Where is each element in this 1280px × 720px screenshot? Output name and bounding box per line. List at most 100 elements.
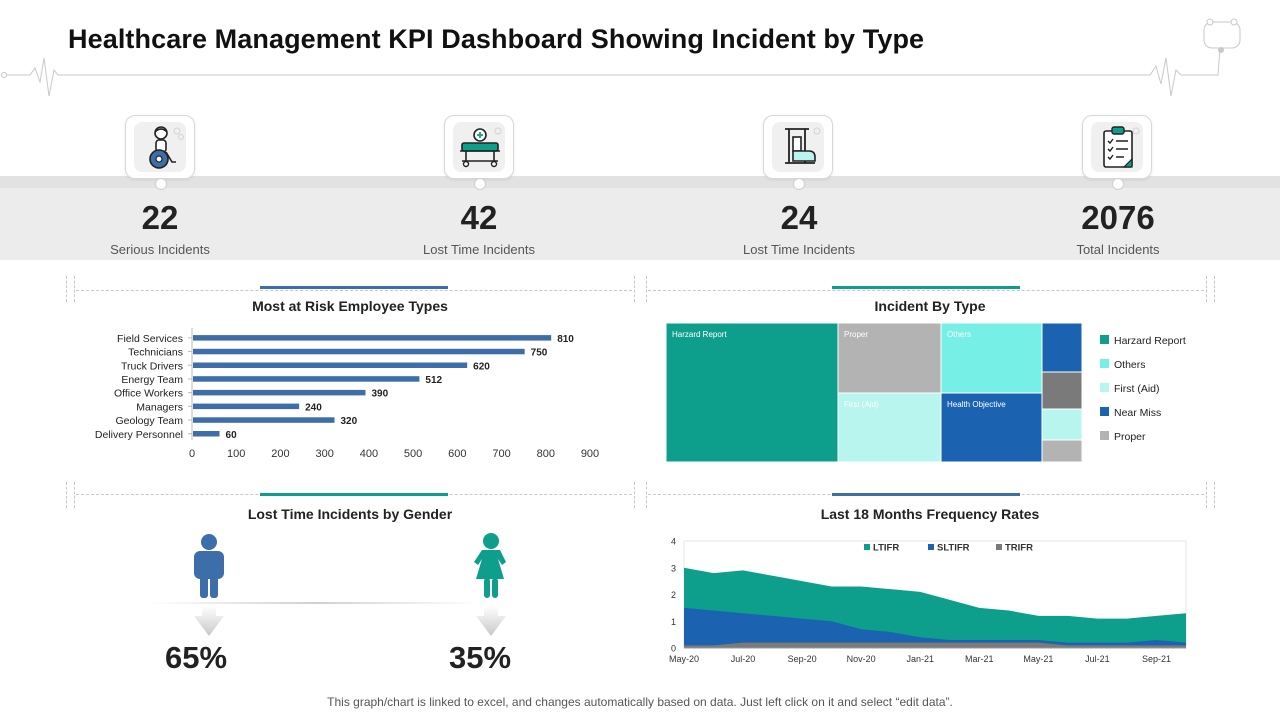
kpi-label-lost-time-2: Lost Time Incidents: [743, 242, 855, 257]
gender-baseline: [150, 602, 480, 604]
panel-divider: [66, 482, 67, 508]
female-percentage: 35%: [449, 640, 512, 675]
area-x-tick-label: Jan-21: [906, 654, 934, 664]
bar-value-label: 390: [371, 389, 388, 400]
treemap-legend-swatch: [1100, 335, 1109, 344]
bar: [193, 417, 335, 423]
kpi-connector-dot: [793, 178, 805, 190]
treemap-legend-label: Others: [1114, 359, 1146, 371]
area-series-trifr: [684, 642, 1186, 648]
panel-divider: [1214, 482, 1215, 508]
treemap-tile: [837, 392, 942, 463]
treemap-legend-swatch: [1100, 431, 1109, 440]
panel-accent-bar: [832, 286, 1020, 289]
panel-divider: [1206, 482, 1207, 508]
treemap-legend-label: Proper: [1114, 431, 1146, 443]
gender-chart-title: Lost Time Incidents by Gender: [247, 506, 453, 522]
area-y-tick-label: 3: [671, 563, 676, 573]
bar: [193, 403, 300, 410]
heartbeat-decoration: [1, 18, 1241, 97]
kpi-icon-card-1: [125, 115, 195, 179]
panel-divider: [646, 482, 647, 508]
kpi-value-lost-time-2: 24: [780, 199, 818, 236]
bar-x-tick-label: 400: [360, 448, 378, 460]
kpi-label-lost-time-1: Lost Time Incidents: [423, 242, 535, 257]
bar-x-tick-label: 0: [189, 448, 195, 460]
bar-value-label: 512: [425, 375, 442, 386]
kpi-icon-card-4: [1082, 115, 1152, 179]
area-x-tick-label: Jul-20: [731, 654, 756, 664]
bar-x-tick-label: 500: [404, 448, 422, 460]
treemap-tile: [940, 323, 1043, 394]
kpi-value-serious: 22: [141, 199, 179, 236]
panel-divider: [76, 290, 632, 291]
treemap-tile: [1041, 371, 1083, 410]
wheelchair-patient-icon: [149, 126, 184, 169]
treemap-tile-label: Proper: [844, 330, 868, 339]
treemap-tile-label: Harzard Report: [672, 330, 727, 339]
area-x-tick-label: May-21: [1023, 654, 1053, 664]
bar: [193, 389, 366, 396]
treemap-legend-swatch: [1100, 359, 1109, 368]
treemap-tile-label: Health Objective: [947, 400, 1006, 409]
treemap-legend-swatch: [1100, 407, 1109, 416]
bar-category-label: Managers: [136, 401, 183, 413]
bar-x-tick-label: 600: [448, 448, 466, 460]
treemap-legend-label: First (Aid): [1114, 383, 1160, 395]
bar-x-tick-label: 300: [315, 448, 333, 460]
bar-category-label: Delivery Personnel: [95, 429, 183, 441]
female-icon: [474, 533, 506, 598]
kpi-band-top: [0, 176, 1280, 188]
treemap-tile: [1041, 408, 1083, 441]
kpi-label-total: Total Incidents: [1076, 242, 1160, 257]
area-x-tick-label: Sep-21: [1142, 654, 1171, 664]
treemap-legend-label: Harzard Report: [1114, 335, 1186, 347]
panel-divider: [74, 276, 75, 302]
treemap-tile: [837, 323, 942, 394]
bar: [193, 376, 420, 382]
area-x-tick-label: May-20: [669, 654, 699, 664]
kpi-band: [0, 176, 1280, 260]
treemap-tile-label: Others: [947, 330, 971, 339]
clipboard-checklist-icon: [1103, 126, 1140, 168]
treemap-legend-label: Near Miss: [1114, 407, 1161, 419]
kpi-label-serious: Serious Incidents: [110, 242, 210, 257]
area-legend-label: TRIFR: [1005, 543, 1033, 554]
risk-chart-title: Most at Risk Employee Types: [252, 298, 448, 314]
panel-divider: [1206, 276, 1207, 302]
leg-traction-icon: [785, 127, 821, 164]
bar-category-label: Geology Team: [115, 415, 183, 427]
bar-x-tick-label: 800: [537, 448, 555, 460]
kpi-value-lost-time-1: 42: [460, 199, 498, 236]
bar-value-label: 750: [531, 348, 548, 359]
area-y-tick-label: 4: [671, 537, 676, 547]
area-x-tick-label: Sep-20: [788, 654, 817, 664]
panel-divider: [634, 482, 635, 508]
area-legend-label: LTIFR: [873, 543, 899, 554]
frequency-area-chart: 0 1 2 3 4 May-20 Jul-20 Sep-20 Nov-20 Jan-21 Mar-2…: [669, 537, 1187, 664]
bar: [193, 362, 468, 368]
hospital-bed-icon: [460, 127, 502, 168]
kpi-value-total: 2076: [1081, 199, 1155, 236]
incident-treemap: Harzard Report Proper Others First (Aid) Hea…: [666, 323, 1186, 463]
male-arrow-icon: [194, 606, 224, 636]
area-x-tick-label: Nov-20: [847, 654, 876, 664]
male-icon: [194, 534, 224, 598]
panel-divider: [66, 276, 67, 302]
bar-category-label: Field Services: [117, 333, 183, 345]
area-legend-label: SLTIFR: [937, 543, 970, 554]
bar-category-label: Truck Drivers: [121, 360, 183, 372]
bar-category-label: Energy Team: [121, 374, 183, 386]
treemap-tile: [1041, 439, 1083, 463]
male-percentage: 65%: [165, 640, 228, 675]
treemap-legend-swatch: [1100, 383, 1109, 392]
bar-value-label: 60: [226, 430, 238, 441]
kpi-connector-dot: [155, 178, 167, 190]
kpi-connector-dot: [474, 178, 486, 190]
bar-category-label: Technicians: [128, 347, 183, 359]
area-y-tick-label: 1: [671, 617, 676, 627]
bar: [193, 335, 552, 341]
panel-accent-bar: [260, 493, 448, 496]
panel-accent-bar: [260, 286, 448, 289]
area-y-tick-label: 2: [671, 590, 676, 600]
